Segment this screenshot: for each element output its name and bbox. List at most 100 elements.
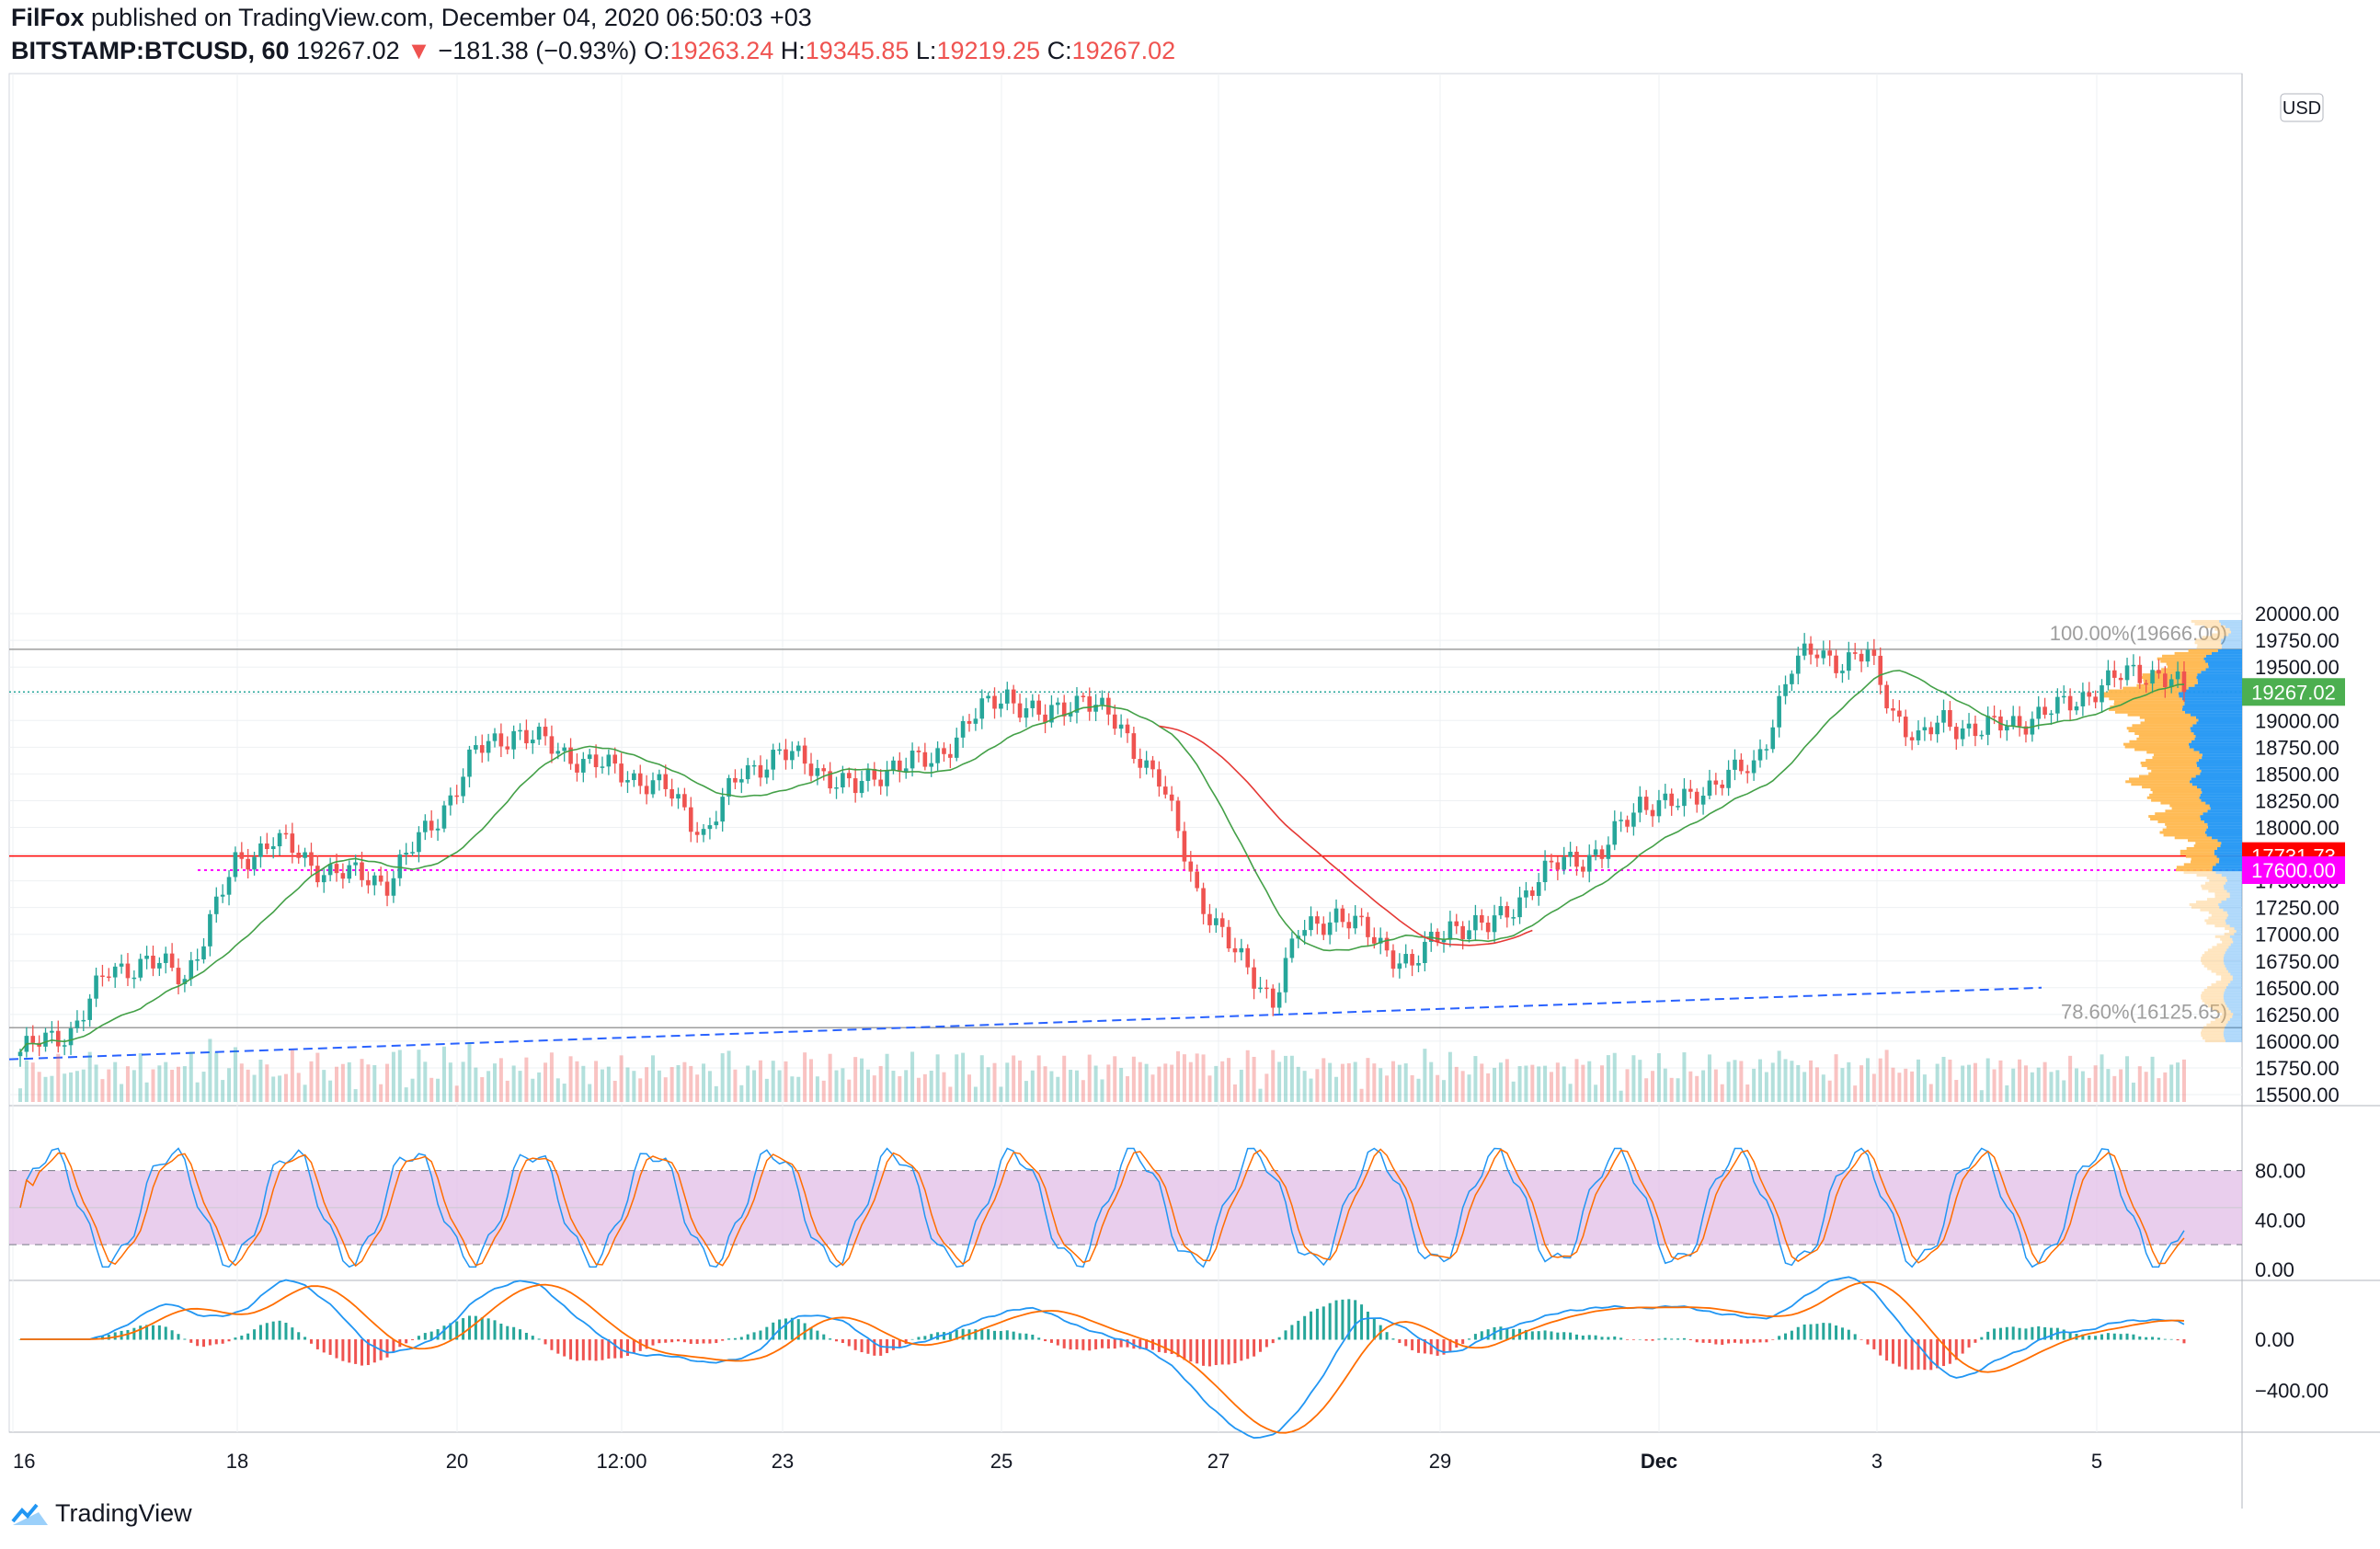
y-tick-label: 17000.00 [2255, 924, 2340, 947]
candle-body [366, 879, 371, 886]
macd-hist-bar [746, 1334, 749, 1340]
volume-bar [2106, 1069, 2111, 1102]
candle-body [587, 754, 592, 760]
macd-hist-bar [417, 1336, 420, 1340]
volume-bar [1821, 1074, 1825, 1102]
candle-body [536, 727, 542, 740]
tradingview-brand[interactable]: TradingView [11, 1499, 192, 1528]
candle-body [353, 862, 358, 866]
candle-body [1403, 954, 1409, 964]
macd-hist-bar [1778, 1336, 1781, 1340]
volume-bar [904, 1070, 909, 1102]
volume-bar [385, 1063, 390, 1102]
volume-profile-bar [2224, 887, 2242, 890]
macd-hist-bar [1695, 1339, 1699, 1343]
volume-profile-bar [2221, 873, 2242, 877]
volume-profile-bar [2109, 697, 2182, 701]
candle-body [1619, 820, 1623, 821]
macd-hist-bar [246, 1333, 250, 1340]
volume-profile-bar [2151, 769, 2202, 773]
macd-hist-bar [1461, 1339, 1465, 1345]
macd-hist-bar [1651, 1339, 1654, 1341]
macd-hist-bar [2100, 1334, 2104, 1340]
volume-bar [474, 1067, 478, 1102]
volume-bar [2137, 1066, 2142, 1102]
candle-body [1441, 939, 1447, 943]
volume-bar [531, 1078, 535, 1102]
candle-body [1162, 786, 1168, 795]
candle-body [2106, 670, 2111, 686]
volume-profile-bar [2146, 796, 2200, 799]
volume-bar [847, 1079, 852, 1102]
macd-hist-bar [2062, 1329, 2065, 1340]
macd-hist-bar [715, 1339, 718, 1344]
volume-profile-bar [2181, 697, 2242, 701]
macd-hist-bar [961, 1328, 965, 1340]
volume-profile-bar [2201, 996, 2224, 1000]
candle-body [1004, 689, 1010, 704]
volume-bar [454, 1085, 459, 1102]
y-tick-label: 16250.00 [2255, 1004, 2340, 1027]
macd-hist-bar [708, 1339, 712, 1344]
candle-body [1447, 921, 1453, 940]
candle-body [1074, 695, 1080, 713]
macd-hist-bar [809, 1327, 813, 1340]
publisher-name[interactable]: FilFox [11, 4, 85, 31]
macd-hist-bar [1271, 1339, 1275, 1344]
volume-bar [252, 1074, 257, 1102]
volume-profile-bar [2226, 911, 2242, 914]
volume-profile-bar [2203, 1026, 2226, 1029]
candle-body [1043, 714, 1047, 723]
macd-hist-bar [2043, 1326, 2047, 1340]
volume-profile-bar [2197, 678, 2242, 682]
macd-hist-bar [613, 1339, 617, 1359]
volume-bar [81, 1069, 86, 1102]
candle-body [1713, 780, 1719, 785]
candle-body [2087, 692, 2092, 697]
candle-body [1340, 908, 1345, 923]
y-tick-label: 17250.00 [2255, 897, 2340, 920]
volume-bar [1150, 1074, 1155, 1102]
candle-body [283, 832, 289, 835]
candle-body [1289, 938, 1295, 958]
volume-bar [1043, 1066, 1047, 1102]
x-tick-label: 16 [13, 1450, 35, 1473]
volume-bar [132, 1070, 136, 1102]
candle-body [138, 958, 143, 978]
candle-body [397, 855, 403, 878]
macd-hist-bar [265, 1323, 269, 1340]
volume-profile-bar [2214, 935, 2230, 938]
volume-bar [1695, 1075, 1699, 1102]
volume-bar [1220, 1061, 1225, 1102]
open-value: 19263.24 [669, 37, 774, 64]
candle-body [1378, 937, 1383, 944]
macd-hist-bar [372, 1339, 376, 1363]
candle-body [1214, 918, 1219, 925]
volume-bar [303, 1084, 307, 1102]
volume-profile-bar [2146, 751, 2200, 754]
y-tick-label: 19500.00 [2255, 656, 2340, 679]
volume-profile-bar [2108, 689, 2182, 693]
volume-bar [2125, 1056, 2130, 1102]
macd-hist-bar [1771, 1339, 1775, 1340]
candle-body [441, 805, 447, 829]
candle-body [1333, 908, 1339, 923]
macd-hist-bar [2176, 1339, 2180, 1341]
volume-profile-bar [2140, 761, 2197, 764]
macd-hist-bar [1853, 1334, 1857, 1340]
macd-hist-bar [1524, 1329, 1528, 1340]
macd-hist-bar [1607, 1337, 1610, 1340]
candle-body [929, 763, 934, 767]
volume-bar [1631, 1055, 1636, 1102]
macd-hist-bar [993, 1330, 997, 1340]
volume-bar [1036, 1055, 1041, 1102]
volume-bar [809, 1059, 813, 1102]
volume-profile-bar [2205, 660, 2242, 663]
macd-hist-bar [910, 1338, 914, 1340]
macd-hist-bar [1423, 1339, 1426, 1354]
macd-hist-bar [2005, 1326, 2008, 1340]
candle-body [885, 770, 889, 786]
volume-profile-bar [2163, 833, 2207, 837]
volume-bar [1713, 1069, 1718, 1102]
